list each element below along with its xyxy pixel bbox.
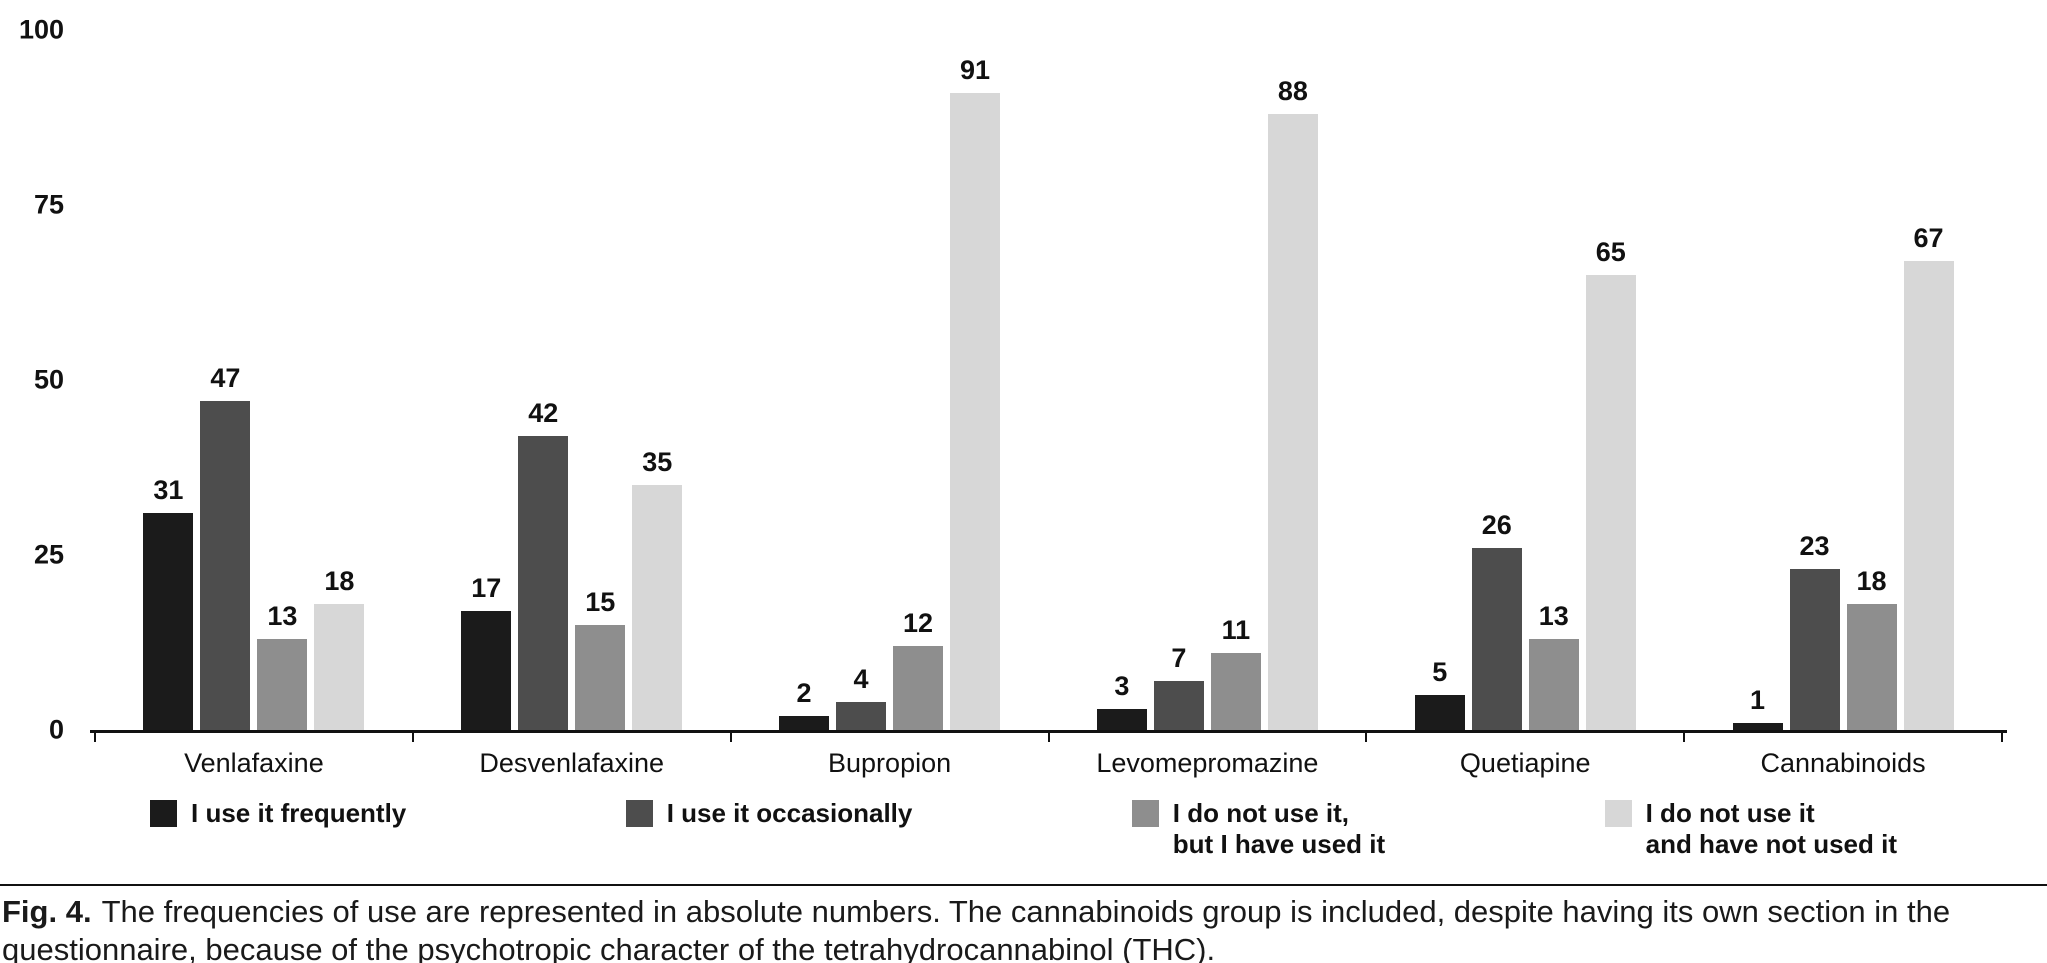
bar-value-label: 91 [960, 55, 991, 85]
category-label: Desvenlafaxine [479, 748, 665, 778]
bar-value-label: 31 [153, 475, 184, 505]
bar-value-label: 4 [853, 664, 869, 694]
figure-caption: Fig. 4. The frequencies of use are repres… [2, 893, 2043, 963]
bar-value-label: 18 [324, 566, 355, 596]
x-axis-tick [729, 733, 732, 742]
bar-value-label: 11 [1221, 615, 1251, 645]
y-tick-label: 25 [33, 539, 64, 570]
x-axis-tick [411, 733, 414, 742]
axis-ticks [94, 733, 2003, 743]
legend-swatch [150, 800, 177, 827]
bar-value-label: 1 [1750, 685, 1766, 715]
bar-group: 2 4 12 91 [731, 30, 1049, 730]
bar: 15 [575, 587, 626, 730]
bar-value-label: 42 [528, 398, 559, 428]
bar-value-label: 13 [1538, 601, 1569, 631]
category-label: Cannabinoids [1760, 748, 1926, 778]
bar: 1 [1732, 685, 1783, 730]
bar: 4 [836, 664, 887, 730]
bar: 13 [1528, 601, 1579, 730]
bar: 18 [314, 566, 365, 730]
category-label: Quetiapine [1459, 748, 1591, 778]
bar-value-label: 23 [1799, 531, 1830, 561]
caption-divider [0, 884, 2047, 886]
bar-value-label: 18 [1856, 566, 1887, 596]
bar-group: 31 47 13 18 [95, 30, 413, 730]
bar: 3 [1096, 671, 1147, 730]
y-tick-label: 75 [33, 189, 64, 220]
bar-value-label: 17 [471, 573, 502, 603]
bar: 65 [1585, 237, 1636, 730]
bar: 17 [461, 573, 512, 730]
x-axis-tick [1683, 733, 1686, 742]
legend-label: I do not use it and have not used it [1645, 798, 1897, 860]
bar-value-label: 47 [210, 363, 241, 393]
legend-item: I use it occasionally [625, 798, 913, 829]
legend-item: I do not use it, but I have used it [1131, 798, 1386, 860]
bar: 5 [1414, 657, 1465, 730]
bar: 88 [1267, 76, 1318, 730]
y-tick-label: 100 [18, 14, 64, 45]
caption-text: The frequencies of use are represented i… [2, 894, 1951, 963]
bar: 13 [257, 601, 308, 730]
category-label: Levomepromazine [1096, 748, 1319, 778]
bar: 67 [1903, 223, 1954, 730]
bar: 26 [1471, 510, 1522, 730]
bar: 18 [1846, 566, 1897, 730]
legend-item: I do not use it and have not used it [1604, 798, 1897, 860]
x-axis-line [90, 730, 2007, 733]
bar-value-label: 7 [1171, 643, 1187, 673]
bar-group: 1 23 18 67 [1684, 30, 2002, 730]
bar-value-label: 12 [903, 608, 934, 638]
bar: 42 [518, 398, 569, 730]
legend: I use it frequently I use it occasionally… [150, 798, 1897, 860]
legend-swatch [1604, 800, 1632, 827]
legend-swatch [625, 800, 653, 827]
x-axis-tick [1365, 733, 1368, 742]
bar-value-label: 15 [585, 587, 616, 617]
bar-value-label: 67 [1913, 223, 1944, 253]
legend-label: I use it frequently [191, 798, 407, 828]
legend-item: I use it frequently [150, 798, 406, 829]
y-tick-label: 0 [48, 714, 64, 745]
bar: 23 [1789, 531, 1840, 730]
bar: 7 [1153, 643, 1204, 730]
bar-value-label: 65 [1595, 237, 1626, 267]
category-labels: Venlafaxine Desvenlafaxine Bupropion Levome… [95, 748, 2002, 779]
category-label: Venlafaxine [184, 748, 324, 778]
bar-value-label: 13 [267, 601, 298, 631]
y-axis: 0 25 50 75 100 [0, 15, 78, 745]
x-axis-tick [2001, 733, 2003, 742]
bar-value-label: 88 [1277, 76, 1308, 106]
bar: 47 [200, 363, 251, 730]
bar-group: 5 26 13 65 [1366, 30, 1684, 730]
x-axis-tick [94, 733, 96, 742]
y-tick-label: 50 [33, 364, 64, 395]
legend-label: I use it occasionally [666, 798, 913, 828]
legend-swatch [1131, 800, 1159, 827]
bar-group: 3 7 11 88 [1048, 30, 1366, 730]
bar-value-label: 3 [1114, 671, 1130, 701]
bar: 31 [143, 475, 194, 730]
bar-group: 17 42 15 35 [413, 30, 731, 730]
bar: 12 [893, 608, 944, 730]
bar-value-label: 26 [1481, 510, 1512, 540]
category-label: Bupropion [828, 748, 952, 778]
bar: 2 [779, 678, 830, 730]
bar-value-label: 5 [1432, 657, 1448, 687]
bar-value-label: 35 [642, 447, 673, 477]
bar: 35 [632, 447, 683, 730]
plot-area: 31 47 13 18 17 42 15 35 2 4 12 91 3 7 11 88 5 26 13 65 1 23 18… [95, 30, 2002, 730]
bar: 91 [950, 55, 1001, 730]
bar-value-label: 2 [796, 678, 812, 708]
bar: 11 [1210, 615, 1261, 730]
caption-prefix: Fig. 4. [2, 894, 92, 929]
legend-label: I do not use it, but I have used it [1172, 798, 1386, 860]
x-axis-tick [1047, 733, 1050, 742]
